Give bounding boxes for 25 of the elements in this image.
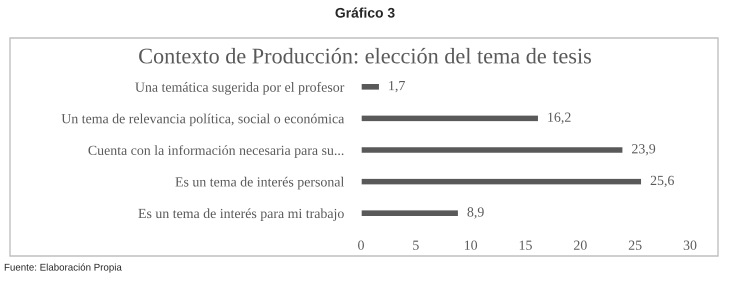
data-label: 16,2 — [548, 112, 571, 124]
source-note: Fuente: Elaboración Propia — [4, 263, 122, 273]
chart-subtitle: Contexto de Producción: elección del tema de tesis — [139, 48, 591, 64]
bar — [361, 146, 624, 154]
x-tick-label: 5 — [413, 240, 419, 250]
chart-title: Gráfico 3 — [335, 7, 395, 18]
y-tick-label: Cuenta con la información necesaria para su... — [88, 145, 344, 158]
y-tick-label: Es un tema de interés para mi trabajo — [138, 208, 344, 221]
data-label: 1,7 — [389, 80, 405, 92]
y-tick-label: Es un tema de interés personal — [175, 176, 344, 190]
y-tick-label: Un tema de relevancia política, social o económica — [62, 114, 344, 126]
x-tick-label: 15 — [520, 240, 532, 250]
x-tick-label: 10 — [464, 240, 478, 250]
bar — [361, 82, 380, 91]
y-tick-label: Una temática sugerida por el profesor — [135, 82, 344, 95]
x-tick-label: 25 — [628, 240, 642, 250]
bar — [361, 114, 540, 123]
x-tick-label: 30 — [684, 240, 696, 250]
x-tick-label: 20 — [574, 240, 587, 250]
bar — [361, 209, 460, 218]
data-label: 8,9 — [467, 207, 484, 219]
x-tick-label: 0 — [358, 240, 364, 250]
data-label: 25,6 — [650, 176, 674, 188]
data-label: 23,9 — [632, 144, 656, 156]
bar — [361, 177, 642, 186]
